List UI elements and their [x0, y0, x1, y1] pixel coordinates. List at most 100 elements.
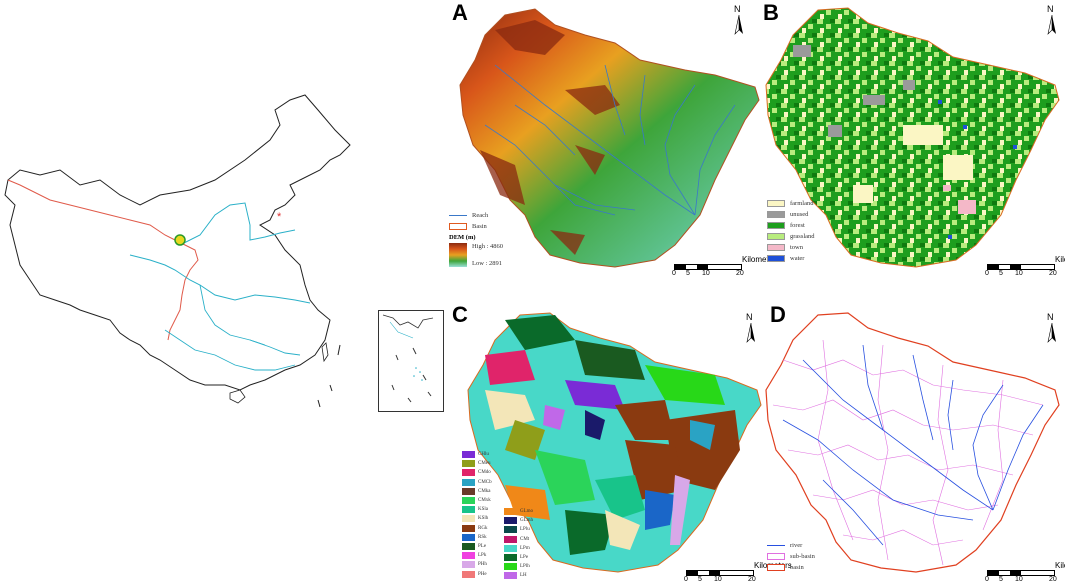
panel-d-label: D: [770, 302, 786, 327]
soil-legend-item-LPk: LPk: [462, 552, 487, 560]
legend-label: CMdo: [478, 470, 491, 476]
tibet-region-border: [7, 179, 199, 341]
legend-swatch: [504, 508, 517, 515]
panel-c-label: C: [452, 302, 468, 327]
legend-swatch: [504, 544, 517, 552]
legend-swatch: [504, 554, 517, 561]
legend-swatch: [767, 211, 785, 218]
legend-swatch: [462, 561, 475, 569]
study-basin-marker: [174, 234, 186, 246]
legend-label: LPm: [520, 545, 530, 551]
soil-legend-item-PHe: PHe: [462, 570, 487, 578]
legend-swatch: [504, 563, 517, 571]
south-china-sea-inset: [378, 310, 444, 412]
north-arrow-c: N: [742, 312, 760, 346]
legend-label: RSk: [478, 534, 487, 540]
dem-legend: Reach Basin DEM (m) High : 4860 Low : 28…: [449, 212, 504, 267]
soil-legend-item-CMt: CMt: [504, 535, 529, 543]
soil-legend-item-LH: LH: [504, 572, 527, 580]
landuse-legend: farmland unused forest grassland town water: [767, 198, 815, 264]
legend-swatch: [767, 233, 785, 240]
soil-legend-item-LPlh: LPlh: [504, 563, 530, 571]
legend-item-unused: unused: [767, 209, 815, 220]
legend-label: LPlu: [520, 527, 530, 533]
legend-swatch: [767, 200, 785, 207]
legend-label: sub-basin: [790, 553, 815, 560]
legend-swatch: [504, 535, 517, 543]
legend-item-basin: basin: [767, 562, 815, 573]
soil-legend-item-CMka: CMka: [462, 487, 491, 495]
legend-swatch: [462, 543, 475, 550]
basin-outline-d: [765, 312, 1060, 573]
china-border: [4, 94, 351, 391]
legend-swatch: [462, 552, 475, 560]
legend-item-water: water: [767, 253, 815, 264]
scalebar-a: Kilometers 0 5 10 20: [672, 255, 780, 277]
landuse-map: [765, 7, 1060, 268]
north-arrow-b: N: [1043, 4, 1061, 38]
legend-swatch: [767, 553, 785, 560]
legend-label: LPk: [478, 553, 487, 559]
hainan-island: [229, 389, 246, 404]
legend-label: KSla: [478, 507, 488, 513]
legend-item-grassland: grassland: [767, 231, 815, 242]
subbasin-map: [765, 312, 1060, 573]
legend-label: LPe: [520, 555, 529, 560]
legend-swatch: [462, 506, 475, 514]
legend-label: CMCb: [478, 479, 492, 485]
yellow-river: [179, 202, 296, 246]
legend-label: RGk: [478, 525, 488, 531]
soil-legend-item-PLe: PLe: [462, 543, 486, 550]
soil-legend-item-LPe: LPe: [504, 554, 528, 561]
legend-label: town: [790, 244, 803, 251]
soil-legend-item-CMdo: CMdo: [462, 469, 491, 477]
legend-item-town: town: [767, 242, 815, 253]
legend-swatch: [504, 526, 517, 534]
soil-legend-item-LPlu: LPlu: [504, 526, 530, 534]
legend-item-farmland: farmland: [767, 198, 815, 209]
legend-label: CMka: [478, 488, 491, 494]
legend-swatch: [462, 515, 475, 523]
subbasin-legend: river sub-basin basin: [767, 540, 815, 573]
china-overview-map: *: [4, 94, 351, 408]
legend-label: river: [790, 542, 803, 549]
legend-swatch: [767, 244, 785, 251]
taiwan-island: [321, 342, 329, 363]
legend-swatch: [462, 478, 475, 486]
legend-label: CHlu: [478, 452, 489, 457]
soil-legend-item-CMeu: CMeu: [462, 460, 491, 468]
legend-label: farmland: [790, 200, 814, 207]
legend-swatch: [462, 487, 475, 495]
legend-swatch: [462, 524, 475, 532]
legend-swatch: [462, 497, 475, 504]
legend-label: LH: [520, 573, 527, 579]
soil-map: [467, 312, 762, 573]
capital-marker: *: [277, 211, 282, 223]
legend-swatch: [767, 255, 785, 262]
soil-legend-item-RSk: RSk: [462, 533, 487, 541]
panel-b-label: B: [763, 0, 779, 25]
legend-swatch: [504, 517, 517, 525]
legend-item-forest: forest: [767, 220, 815, 231]
soil-legend-item-KSla: KSla: [462, 506, 488, 514]
legend-label: basin: [790, 564, 804, 571]
legend-swatch: [504, 572, 517, 580]
soil-legend-item-KSlh: KSlh: [462, 515, 488, 523]
legend-swatch: [462, 533, 475, 541]
soil-legend-item-CMxk: CMxk: [462, 497, 491, 504]
legend-item-river: river: [767, 540, 815, 551]
soil-legend-item-GLmh: GLmh: [504, 517, 533, 525]
yangtze-river: [129, 254, 311, 304]
soil-legend-item-GLmo: GLmo: [504, 508, 533, 515]
legend-label: water: [790, 255, 805, 262]
legend-label: GLmo: [520, 509, 534, 514]
legend-label: PLe: [478, 544, 487, 549]
legend-label: unused: [790, 211, 809, 218]
dem-map: [459, 8, 760, 268]
legend-label: CMeu: [478, 461, 491, 467]
legend-label: grassland: [790, 233, 815, 240]
basin-outline-a: [459, 8, 760, 268]
soil-legend-item-RGk: RGk: [462, 524, 488, 532]
north-arrow-a: N: [730, 4, 748, 38]
